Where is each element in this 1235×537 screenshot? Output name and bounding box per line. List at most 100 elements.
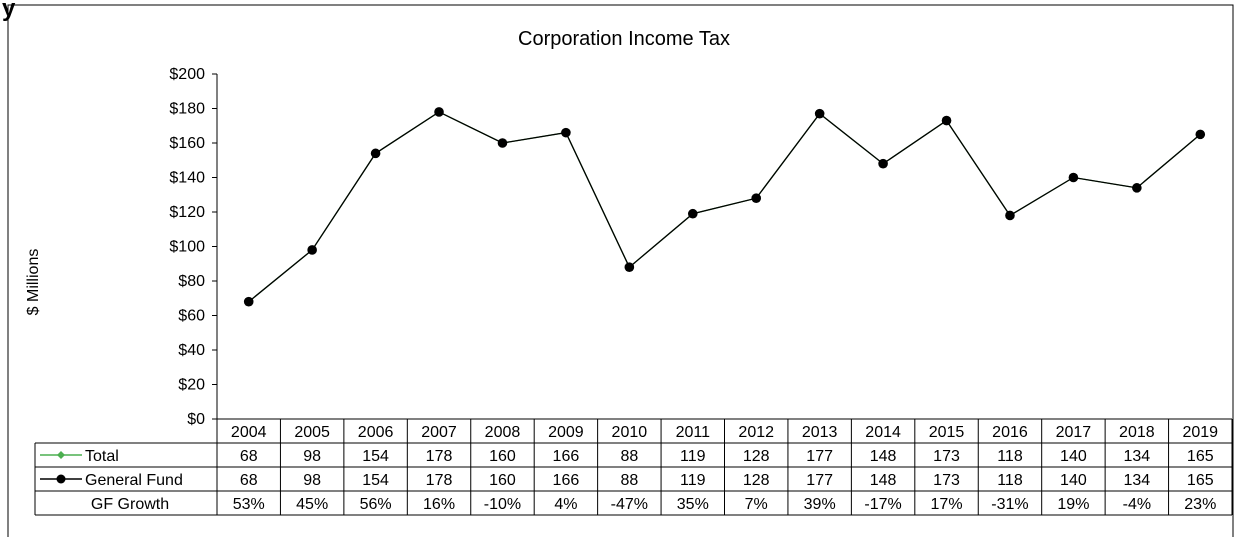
table-row-label: General Fund <box>85 472 183 489</box>
x-tick-label: 2015 <box>929 424 965 441</box>
x-tick-label: 2004 <box>231 424 267 441</box>
table-cell: 140 <box>1060 448 1087 465</box>
table-cell: 148 <box>870 448 897 465</box>
series-general-fund <box>243 107 1206 307</box>
table-cell: 154 <box>362 472 389 489</box>
x-tick-label: 2018 <box>1119 424 1155 441</box>
data-point <box>751 193 762 203</box>
table-cell: 23% <box>1184 496 1216 513</box>
chart-title: Corporation Income Tax <box>518 28 730 50</box>
y-tick-label: $180 <box>169 101 205 118</box>
data-point <box>1132 183 1142 193</box>
data-point <box>307 245 317 255</box>
y-tick-label: $160 <box>169 135 205 152</box>
table-cell: 173 <box>933 472 960 489</box>
table-cell: 7% <box>745 496 768 513</box>
table-cell: 178 <box>426 472 453 489</box>
x-tick-label: 2016 <box>992 424 1028 441</box>
table-cell: 56% <box>360 496 392 513</box>
table-cell: 4% <box>554 496 577 513</box>
x-tick-label: 2013 <box>802 424 838 441</box>
table-cell: 140 <box>1060 472 1087 489</box>
x-tick-label: 2008 <box>485 424 521 441</box>
chart-frame <box>7 4 1234 537</box>
table-cell: 68 <box>240 472 258 489</box>
table-cell: 35% <box>677 496 709 513</box>
table-cell: 19% <box>1057 496 1089 513</box>
x-tick-label: 2011 <box>676 424 711 441</box>
table-cell: 17% <box>931 496 963 513</box>
x-tick-label: 2005 <box>294 424 330 441</box>
header-fragment: y <box>2 0 16 22</box>
table-cell: 177 <box>806 448 833 465</box>
data-point <box>1195 129 1206 140</box>
table-cell: 98 <box>303 448 321 465</box>
table-cell: 118 <box>997 448 1023 465</box>
table-cell: 134 <box>1123 448 1150 465</box>
table-cell: -17% <box>864 496 901 513</box>
data-point <box>1068 172 1079 183</box>
x-tick-label: 2006 <box>358 424 394 441</box>
table-cell: 148 <box>870 472 897 489</box>
table-cell: 118 <box>997 472 1023 489</box>
y-tick-label: $120 <box>169 204 205 221</box>
table-cell: 160 <box>489 472 516 489</box>
table-cell: 166 <box>553 472 580 489</box>
table-row: General Fund 68 98 154 178 160 166 88 119 128 177 1… <box>40 472 1214 489</box>
data-table: Total 68 98 154 178 160 166 88 119 128 177 148 173 11… <box>34 418 1232 516</box>
table-cell: 173 <box>933 448 960 465</box>
data-point <box>370 148 381 159</box>
table-cell: -47% <box>611 496 648 513</box>
x-tick-label: 2007 <box>421 424 457 441</box>
legend-marker <box>56 474 66 484</box>
y-tick-label: $80 <box>178 273 205 290</box>
y-tick-label: $40 <box>178 342 205 359</box>
x-tick-label: 2010 <box>612 424 648 441</box>
x-axis: 2004 2005 2006 2007 2008 2009 2010 2011 2012 2013… <box>216 419 1233 515</box>
table-row-label: Total <box>85 448 119 465</box>
data-point <box>878 158 888 169</box>
table-cell: 134 <box>1123 472 1150 489</box>
series-line <box>248 111 1201 303</box>
data-point <box>243 296 254 307</box>
y-tick-label: $100 <box>169 239 205 256</box>
x-tick-label: 2017 <box>1056 424 1092 441</box>
data-point <box>434 107 444 117</box>
y-tick-label: $200 <box>169 66 205 83</box>
table-cell: -31% <box>991 496 1028 513</box>
x-tick-label: 2014 <box>865 424 901 441</box>
data-point <box>497 138 508 148</box>
table-cell: 16% <box>423 496 455 513</box>
y-tick-label: $0 <box>187 411 205 428</box>
table-cell: 128 <box>743 448 770 465</box>
data-point <box>941 115 952 126</box>
table-cell: -10% <box>484 496 521 513</box>
x-tick-label: 2012 <box>738 424 774 441</box>
table-cell: 165 <box>1187 448 1214 465</box>
table-cell: 39% <box>804 496 836 513</box>
data-point <box>1005 210 1015 221</box>
table-cell: 119 <box>680 472 706 489</box>
table-cell: 177 <box>806 472 833 489</box>
table-row-label: GF Growth <box>91 496 169 513</box>
series-layer <box>243 107 1206 307</box>
table-cell: 45% <box>296 496 328 513</box>
series-line <box>248 111 1201 303</box>
y-tick-label: $60 <box>178 308 205 325</box>
legend-marker <box>57 451 65 459</box>
data-point <box>687 208 698 219</box>
table-cell: 68 <box>240 448 258 465</box>
y-tick-label: $20 <box>178 377 205 394</box>
data-point <box>561 127 571 138</box>
table-cell: 128 <box>743 472 770 489</box>
table-row: Total 68 98 154 178 160 166 88 119 128 177 148 173 11… <box>40 448 1214 465</box>
table-cell: 88 <box>620 448 638 465</box>
table-cell: -4% <box>1123 496 1151 513</box>
data-point <box>814 108 825 119</box>
table-row: GF Growth 53% 45% 56% 16% -10% 4% -47% 35% 7% 39% -… <box>91 496 1216 513</box>
table-cell: 53% <box>233 496 265 513</box>
table-cell: 166 <box>553 448 580 465</box>
table-cell: 88 <box>620 472 638 489</box>
y-tick-label: $140 <box>169 170 205 187</box>
